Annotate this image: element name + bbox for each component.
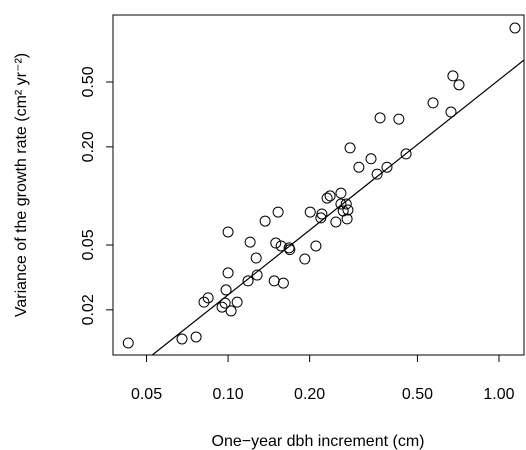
point [225,305,237,317]
point [216,301,228,313]
point [453,79,465,91]
y-tick-label: 0.50 [80,66,97,97]
point [259,215,271,227]
point [400,148,412,160]
point [365,153,377,165]
point [190,331,202,343]
point [335,187,347,199]
x-tick-label: 0.50 [402,386,433,403]
point [335,198,347,210]
point [219,297,231,309]
point [509,22,521,34]
point [321,192,333,204]
point [220,284,232,296]
point [340,198,352,210]
point [242,275,254,287]
point [222,267,234,279]
x-tick-label: 0.05 [131,386,162,403]
point [342,204,354,216]
point [299,253,311,265]
point [122,337,134,349]
point [272,206,284,218]
point [198,296,210,308]
x-axis-label: One−year dbh increment (cm) [212,433,425,450]
point [324,190,336,202]
point [268,275,280,287]
point [445,106,457,118]
point [447,70,459,82]
y-axis-label: Variance of the growth rate (cm² yr⁻²) [13,53,30,317]
x-tick-label: 1.00 [483,386,514,403]
point [277,277,289,289]
y-tick-label: 0.05 [80,229,97,260]
fit-line [151,59,525,356]
point [244,236,256,248]
point [250,252,262,264]
point [353,161,365,173]
point [310,240,322,252]
point [202,292,214,304]
plot-frame [112,14,525,356]
point [374,112,386,124]
point [231,296,243,308]
point [341,213,353,225]
x-tick-label: 0.20 [294,386,325,403]
point [270,237,282,249]
point [427,97,439,109]
point [222,226,234,238]
y-tick-label: 0.02 [80,294,97,325]
point [381,161,393,173]
point [176,333,188,345]
y-tick-label: 0.20 [80,131,97,162]
point [344,142,356,154]
point [371,168,383,180]
point [316,208,328,220]
point [393,113,405,125]
point [330,216,342,228]
point [304,206,316,218]
x-tick-label: 0.10 [213,386,244,403]
